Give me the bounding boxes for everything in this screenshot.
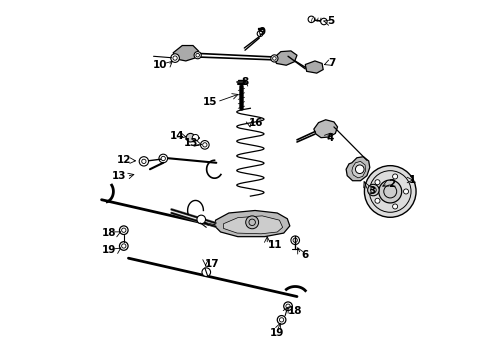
Text: 12: 12 xyxy=(117,155,131,165)
Circle shape xyxy=(192,134,199,141)
Text: 17: 17 xyxy=(205,259,220,269)
Polygon shape xyxy=(274,51,297,65)
Circle shape xyxy=(375,198,380,203)
Circle shape xyxy=(291,236,299,244)
Circle shape xyxy=(355,165,364,174)
Circle shape xyxy=(120,242,128,250)
Text: 6: 6 xyxy=(302,249,309,260)
Text: 4: 4 xyxy=(327,133,334,143)
Circle shape xyxy=(375,180,380,185)
Polygon shape xyxy=(314,120,338,138)
Circle shape xyxy=(194,51,201,59)
Circle shape xyxy=(245,216,259,229)
Text: 13: 13 xyxy=(111,171,126,181)
Text: 11: 11 xyxy=(269,240,283,250)
Circle shape xyxy=(320,18,327,25)
Circle shape xyxy=(186,134,195,142)
Circle shape xyxy=(368,184,379,196)
Polygon shape xyxy=(305,61,323,73)
Polygon shape xyxy=(223,216,283,234)
Circle shape xyxy=(365,166,416,217)
Circle shape xyxy=(159,154,168,163)
Circle shape xyxy=(171,54,179,62)
Circle shape xyxy=(392,204,397,209)
Text: 3: 3 xyxy=(368,186,376,197)
Text: 18: 18 xyxy=(102,228,117,238)
Text: 19: 19 xyxy=(270,328,284,338)
Polygon shape xyxy=(346,157,370,181)
Circle shape xyxy=(200,140,209,149)
Text: 1: 1 xyxy=(409,175,416,185)
Text: 15: 15 xyxy=(202,97,217,107)
Polygon shape xyxy=(173,45,198,61)
Circle shape xyxy=(403,189,409,194)
Circle shape xyxy=(257,31,263,37)
Text: 19: 19 xyxy=(102,245,117,255)
Circle shape xyxy=(202,268,211,276)
Text: 13: 13 xyxy=(184,139,198,148)
Text: 2: 2 xyxy=(389,179,396,189)
Text: 7: 7 xyxy=(328,58,336,68)
Circle shape xyxy=(139,157,148,166)
Polygon shape xyxy=(215,211,290,237)
Circle shape xyxy=(120,226,128,234)
Circle shape xyxy=(284,302,293,311)
Circle shape xyxy=(392,174,397,179)
Circle shape xyxy=(379,180,402,203)
Text: 10: 10 xyxy=(152,60,167,70)
Circle shape xyxy=(277,316,286,324)
Circle shape xyxy=(197,215,205,224)
Circle shape xyxy=(271,55,278,62)
Text: 16: 16 xyxy=(248,118,263,128)
Text: 5: 5 xyxy=(327,17,335,27)
Text: 18: 18 xyxy=(287,306,302,316)
Text: 8: 8 xyxy=(242,77,248,87)
Text: 14: 14 xyxy=(170,131,184,141)
Text: 9: 9 xyxy=(259,27,266,37)
Circle shape xyxy=(308,16,315,23)
Polygon shape xyxy=(352,161,366,178)
